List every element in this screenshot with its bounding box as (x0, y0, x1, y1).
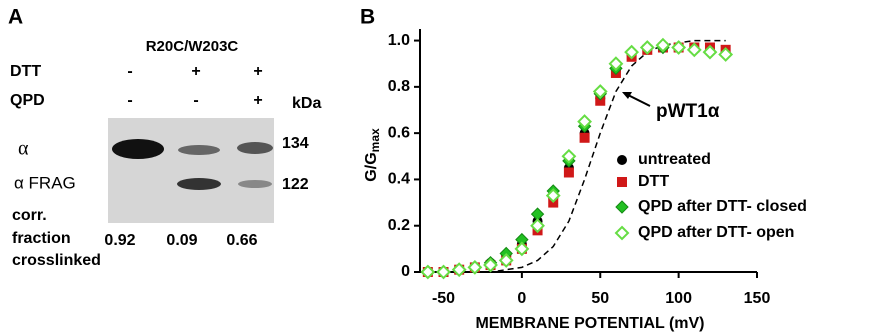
x-tick-label: 50 (591, 290, 609, 307)
legend-marker (616, 201, 628, 213)
band-size: 122 (282, 176, 309, 193)
fit-label: pWT1α (656, 101, 720, 122)
legend-marker (616, 227, 628, 239)
x-tick-label: 100 (665, 290, 692, 307)
construct: R20C/W203C (146, 38, 239, 55)
sign: - (193, 92, 198, 109)
y-label: G/G (363, 152, 380, 181)
y-tick-label: 0 (401, 263, 410, 280)
y-tick-label: 0.8 (388, 78, 410, 95)
sign: + (253, 63, 262, 80)
legend-label: QPD after DTT- closed (638, 198, 807, 215)
y-tick-label: 0.4 (388, 171, 410, 188)
band (237, 142, 273, 154)
figure: A R20C/W203C DTT QPD - + + - - + kDa α α… (0, 0, 875, 335)
blot (108, 118, 274, 223)
sign: - (127, 92, 132, 109)
measure: fraction (12, 230, 71, 247)
band (238, 180, 272, 188)
y-tick-label: 0.2 (388, 217, 410, 234)
unit: kDa (292, 95, 321, 112)
x-axis-label: MEMBRANE POTENTIAL (mV) (475, 315, 704, 332)
y-tick-label: 1.0 (388, 32, 410, 49)
measure: crosslinked (12, 252, 101, 269)
band-name: α (18, 138, 29, 160)
panel-label: B (360, 6, 375, 29)
row-name: DTT (10, 63, 41, 80)
legend-label: untreated (638, 151, 711, 168)
panel-label: A (8, 6, 23, 29)
point (564, 167, 574, 177)
legend-marker (617, 155, 627, 165)
sign: + (253, 92, 262, 109)
band (178, 145, 220, 155)
band (112, 139, 164, 159)
legend-label: DTT (638, 173, 669, 190)
point (580, 133, 590, 143)
fraction: 0.09 (166, 232, 197, 249)
y-label-sub: max (368, 128, 382, 152)
row-name: QPD (10, 92, 45, 109)
sign: + (191, 63, 200, 80)
band-size: 134 (282, 135, 309, 152)
sign: - (127, 63, 132, 80)
y-axis-label: G/Gmax (363, 128, 382, 182)
legend-label: QPD after DTT- open (638, 224, 794, 241)
legend-marker (617, 177, 627, 187)
x-tick-label: 0 (517, 290, 526, 307)
x-tick-label: -50 (432, 290, 455, 307)
y-tick-label: 0.6 (388, 124, 410, 141)
fraction: 0.66 (226, 232, 257, 249)
band-name: α FRAG (14, 173, 76, 192)
x-tick-label: 150 (744, 290, 771, 307)
band (177, 178, 221, 190)
measure: corr. (12, 207, 47, 224)
fraction: 0.92 (104, 232, 135, 249)
